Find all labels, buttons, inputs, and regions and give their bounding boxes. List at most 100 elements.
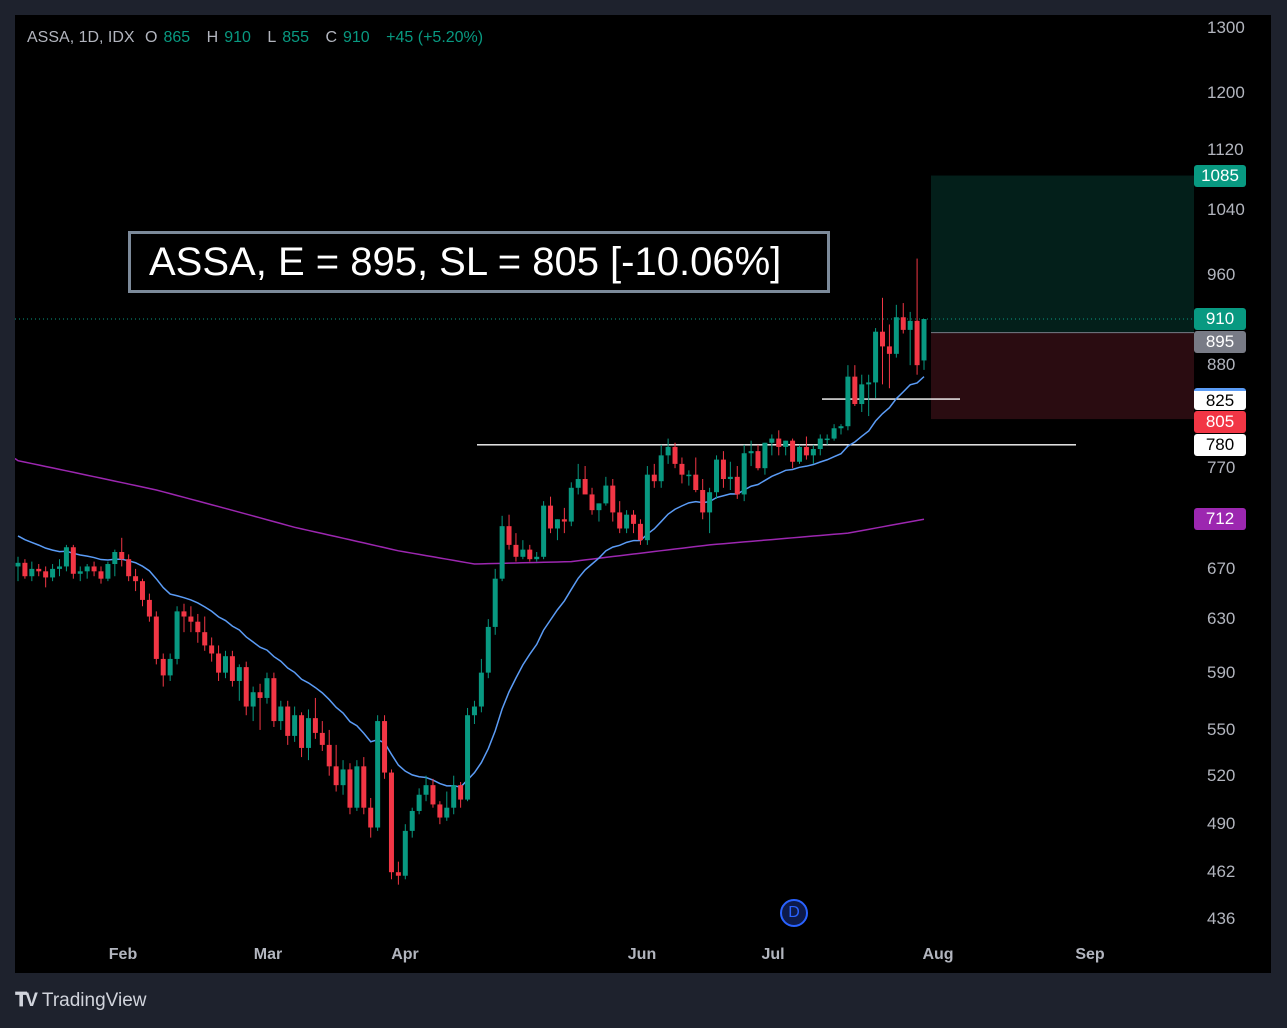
candle-body [105, 564, 111, 579]
candle [478, 658, 484, 713]
candle-body [914, 320, 920, 366]
candle [561, 507, 567, 534]
interval-marker[interactable]: D [780, 899, 808, 927]
candle-body [893, 317, 899, 354]
candle-body [402, 830, 408, 876]
candle-body [520, 549, 526, 557]
price-badge: 805 [1194, 411, 1246, 434]
candle [831, 424, 837, 441]
candle [707, 487, 713, 534]
high-value: 910 [224, 29, 251, 46]
candle-body [741, 453, 747, 495]
candle [596, 503, 602, 522]
ema-line [17, 376, 925, 788]
candle [430, 778, 436, 808]
candle [679, 457, 685, 484]
candle-body [485, 626, 491, 673]
candle [893, 304, 899, 358]
candle [340, 760, 346, 795]
price-chart[interactable] [15, 15, 1271, 973]
candle-body [838, 426, 844, 429]
time-tick-label: Sep [1075, 946, 1105, 963]
target-zone [931, 175, 1194, 333]
candle [209, 637, 215, 662]
candle-body [444, 807, 450, 818]
candle [513, 533, 519, 562]
chart-area[interactable]: ASSA, 1D, IDX O 865 H 910 L 855 C 910 +45 (+… [15, 15, 1271, 973]
candle [886, 324, 892, 389]
candle-body [250, 692, 256, 707]
candle [98, 566, 104, 584]
candle-body [866, 382, 872, 385]
candle-body [451, 785, 457, 808]
candle [624, 510, 630, 534]
candle [395, 861, 401, 885]
candle-body [534, 556, 540, 560]
candle-body [305, 718, 311, 748]
candle [734, 466, 740, 499]
candle [236, 664, 242, 701]
candle-body [575, 479, 581, 488]
candle [499, 515, 505, 582]
candle [458, 781, 464, 808]
price-tick-label: 1300 [1207, 18, 1245, 37]
candle-body [236, 667, 242, 681]
candle-body [56, 566, 62, 569]
candle [485, 619, 491, 679]
candle-body [596, 503, 602, 511]
tradingview-branding[interactable]: 𝐓V TradingView [15, 990, 146, 1012]
candle-body [506, 526, 512, 545]
candle-body [624, 514, 630, 529]
candle-body [748, 451, 754, 454]
candle-body [783, 440, 789, 447]
candle-body [271, 678, 277, 722]
candle-body [146, 599, 152, 617]
candle-body [160, 658, 166, 676]
candle-body [375, 721, 381, 828]
candle [471, 700, 477, 725]
candle-body [561, 519, 567, 522]
candle [797, 444, 803, 464]
candle [921, 319, 927, 370]
candle [188, 606, 194, 633]
candle [195, 613, 201, 643]
candle [22, 559, 28, 579]
candle-body [492, 578, 498, 627]
candle [139, 578, 145, 607]
candle-body [803, 446, 809, 456]
candle-body [222, 656, 228, 673]
candle-body [216, 653, 222, 673]
candle [852, 365, 858, 407]
candle-body [119, 552, 125, 560]
candle [541, 501, 547, 560]
candle-body [285, 706, 291, 736]
candle-body [423, 785, 429, 795]
price-badge: 895 [1194, 331, 1246, 354]
trade-annotation[interactable]: ASSA, E = 895, SL = 805 [-10.06%] [128, 231, 830, 293]
candle [319, 721, 325, 751]
candle [243, 661, 249, 716]
stop-zone [931, 332, 1194, 420]
price-tick-label: 1040 [1207, 200, 1245, 220]
candle-body [354, 766, 360, 808]
candle-body [319, 732, 325, 745]
candle-body [257, 692, 263, 698]
candle [133, 568, 139, 592]
candle-body [139, 581, 145, 600]
candle-body [91, 566, 97, 572]
candle-body [686, 474, 692, 477]
candle [568, 482, 574, 527]
candle [451, 775, 457, 815]
candle [762, 442, 768, 475]
low-label: L [267, 29, 277, 46]
price-badge: 910 [1194, 308, 1246, 331]
candle-body [63, 547, 69, 567]
candle-body [312, 718, 318, 733]
candle-body [852, 376, 858, 405]
candle-body [471, 706, 477, 716]
price-tick-label: 436 [1207, 909, 1236, 929]
price-tick-label: 590 [1207, 662, 1236, 682]
candle-body [98, 571, 104, 579]
candle [748, 440, 754, 467]
candle-body [202, 632, 208, 646]
